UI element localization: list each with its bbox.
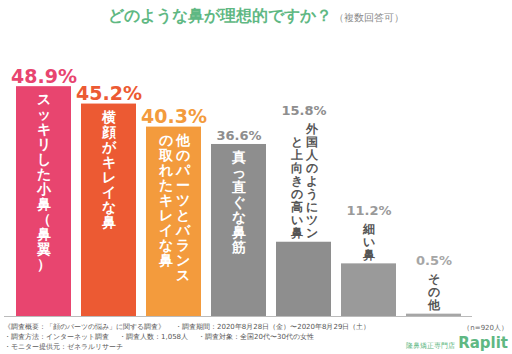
html-text:・調査対象：全国20代〜30代の女性: ・調査対象：全国20代〜30代の女性 [198, 333, 314, 341]
svg-text:他のパーツとバランス: 他のパーツとバランス [175, 132, 191, 283]
svg-text:真っ直ぐな鼻筋: 真っ直ぐな鼻筋 [231, 149, 246, 255]
svg-text:45.2%: 45.2% [76, 82, 142, 104]
svg-text:36.6%: 36.6% [216, 128, 261, 143]
html-text:・調査方法：インターネット調査: ・調査方法：インターネット調査 [4, 333, 109, 341]
html-text:《調査概要：「顔のパーツの悩み」に関する調査》: 《調査概要：「顔のパーツの悩み」に関する調査》 [4, 323, 165, 331]
svg-text:スッキリした小鼻（鼻翼）: スッキリした小鼻（鼻翼） [36, 91, 52, 272]
svg-text:と上向きの高い鼻: と上向きの高い鼻 [290, 135, 303, 240]
html-text:・モニター提供元：ゼネラルリサーチ: ・モニター提供元：ゼネラルリサーチ [4, 343, 123, 351]
svg-text:15.8%: 15.8% [281, 103, 326, 118]
svg-text:48.9%: 48.9% [11, 65, 77, 87]
html-text:・調査人数：1,058人: ・調査人数：1,058人 [119, 333, 188, 341]
svg-text:横顔がキレイな鼻: 横顔がキレイな鼻 [101, 109, 117, 230]
svg-text:その他: その他 [427, 272, 441, 312]
html-text:隆鼻矯正専門店: 隆鼻矯正専門店 [406, 342, 456, 350]
svg-text:細い鼻: 細い鼻 [362, 222, 375, 262]
svg-text:外国人のようにツン: 外国人のようにツン [305, 122, 319, 240]
svg-text:0.5%: 0.5% [416, 253, 452, 268]
svg-text:の取れたキレイな鼻: の取れたキレイな鼻 [158, 132, 174, 268]
html-text:・調査期間：2020年8月28日（金）〜2020年8月29日: ・調査期間：2020年8月28日（金）〜2020年8月29日（土） [175, 323, 371, 331]
svg-text:40.3%: 40.3% [141, 105, 207, 127]
html-text:Raplit: Raplit [458, 334, 508, 352]
html-text:どのような鼻が理想的ですか？（複数回答可）: どのような鼻が理想的ですか？（複数回答可） [108, 6, 404, 25]
svg-text:11.2%: 11.2% [346, 203, 391, 218]
html-text:（n=920人）: （n=920人） [463, 324, 508, 332]
